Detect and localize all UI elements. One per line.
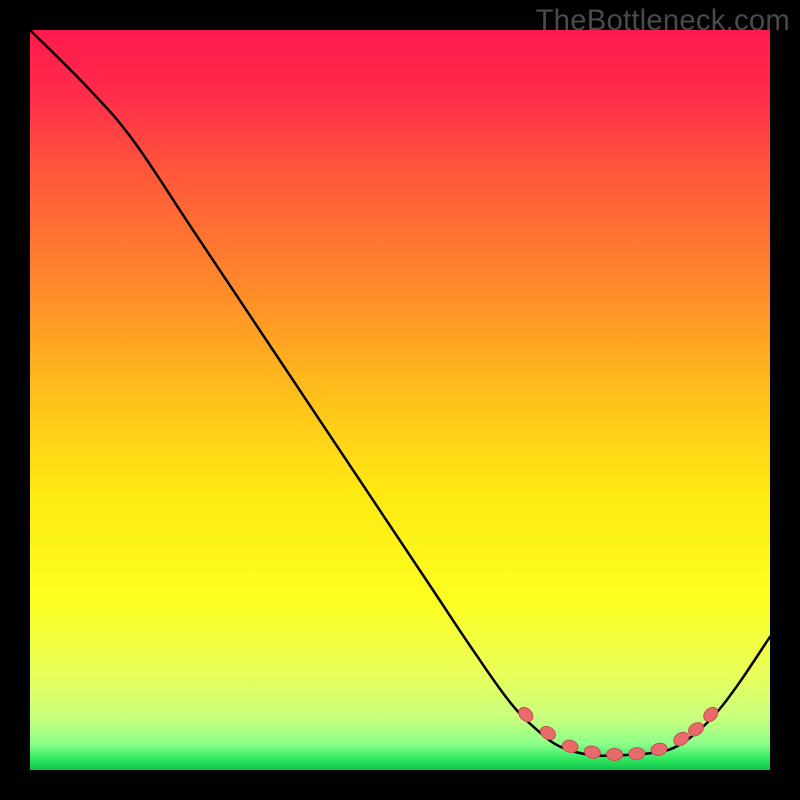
chart-svg — [30, 30, 770, 770]
watermark-label: TheBottleneck.com — [536, 4, 790, 38]
curve-marker — [607, 748, 623, 760]
chart-frame: TheBottleneck.com — [0, 0, 800, 800]
plot-area — [30, 30, 770, 770]
gradient-background — [30, 30, 770, 770]
